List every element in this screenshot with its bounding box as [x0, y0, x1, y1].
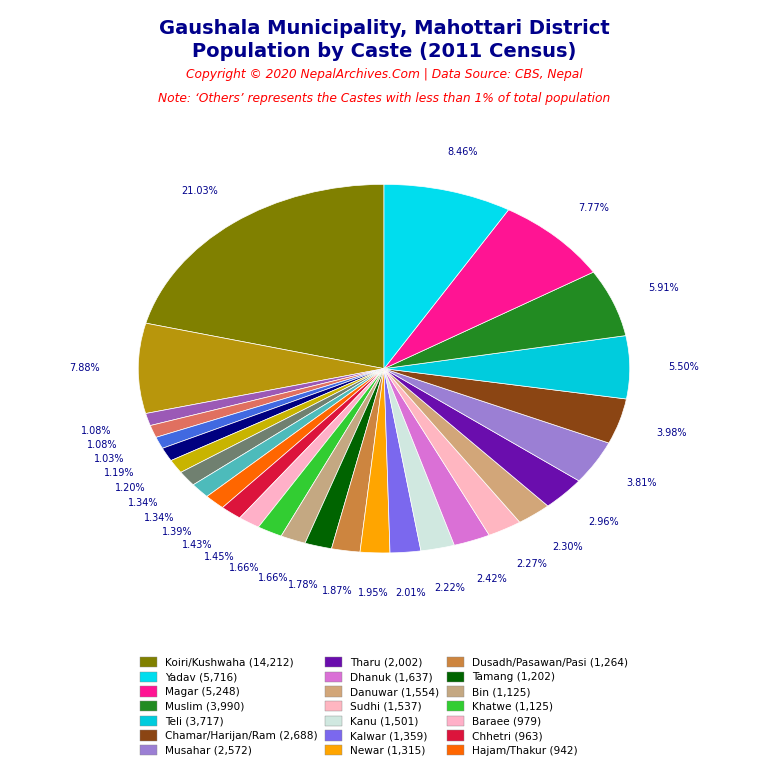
Text: 21.03%: 21.03% [181, 186, 218, 196]
Text: 2.42%: 2.42% [476, 574, 507, 584]
Wedge shape [171, 369, 384, 472]
Text: 3.98%: 3.98% [656, 428, 687, 438]
Text: 1.66%: 1.66% [258, 572, 288, 582]
Wedge shape [384, 369, 489, 545]
Text: 2.22%: 2.22% [434, 583, 465, 593]
Text: 1.08%: 1.08% [87, 440, 118, 450]
Text: 1.34%: 1.34% [144, 512, 174, 522]
Text: 1.87%: 1.87% [322, 586, 353, 596]
Wedge shape [384, 369, 520, 535]
Wedge shape [162, 369, 384, 461]
Wedge shape [384, 184, 508, 369]
Text: 1.66%: 1.66% [229, 563, 260, 573]
Text: 2.30%: 2.30% [552, 541, 583, 551]
Text: 5.91%: 5.91% [649, 283, 680, 293]
Text: 5.50%: 5.50% [668, 362, 699, 372]
Wedge shape [156, 369, 384, 449]
Wedge shape [258, 369, 384, 536]
Wedge shape [332, 369, 384, 552]
Text: 1.39%: 1.39% [162, 527, 193, 537]
Wedge shape [384, 369, 421, 553]
Wedge shape [384, 336, 630, 399]
Text: Copyright © 2020 NepalArchives.Com | Data Source: CBS, Nepal: Copyright © 2020 NepalArchives.Com | Dat… [186, 68, 582, 81]
Text: 1.43%: 1.43% [182, 540, 213, 550]
Wedge shape [151, 369, 384, 438]
Text: 1.45%: 1.45% [204, 551, 234, 561]
Text: 1.34%: 1.34% [128, 498, 159, 508]
Text: 7.77%: 7.77% [578, 203, 609, 213]
Wedge shape [146, 369, 384, 425]
Wedge shape [384, 369, 627, 443]
Text: Population by Caste (2011 Census): Population by Caste (2011 Census) [192, 42, 576, 61]
Legend: Koiri/Kushwaha (14,212), Yadav (5,716), Magar (5,248), Muslim (3,990), Teli (3,7: Koiri/Kushwaha (14,212), Yadav (5,716), … [137, 654, 631, 759]
Wedge shape [146, 184, 384, 369]
Wedge shape [138, 323, 384, 413]
Text: 2.01%: 2.01% [395, 588, 425, 598]
Text: 1.95%: 1.95% [358, 588, 389, 598]
Wedge shape [305, 369, 384, 548]
Text: 8.46%: 8.46% [448, 147, 478, 157]
Wedge shape [194, 369, 384, 496]
Wedge shape [384, 369, 579, 506]
Text: 3.81%: 3.81% [627, 478, 657, 488]
Wedge shape [360, 369, 390, 553]
Wedge shape [180, 369, 384, 485]
Wedge shape [384, 210, 594, 369]
Wedge shape [384, 272, 626, 369]
Text: 1.78%: 1.78% [288, 581, 319, 591]
Text: Note: ‘Others’ represents the Castes with less than 1% of total population: Note: ‘Others’ represents the Castes wit… [158, 92, 610, 105]
Text: 1.20%: 1.20% [114, 483, 145, 493]
Wedge shape [240, 369, 384, 527]
Text: 7.88%: 7.88% [69, 363, 100, 373]
Text: 1.08%: 1.08% [81, 425, 111, 435]
Wedge shape [384, 369, 455, 551]
Wedge shape [223, 369, 384, 518]
Wedge shape [207, 369, 384, 508]
Text: 1.03%: 1.03% [94, 454, 125, 464]
Wedge shape [384, 369, 609, 481]
Wedge shape [281, 369, 384, 543]
Text: 1.19%: 1.19% [104, 468, 134, 478]
Text: 2.96%: 2.96% [588, 517, 619, 527]
Text: 2.27%: 2.27% [516, 559, 547, 569]
Text: Gaushala Municipality, Mahottari District: Gaushala Municipality, Mahottari Distric… [159, 19, 609, 38]
Wedge shape [384, 369, 548, 522]
